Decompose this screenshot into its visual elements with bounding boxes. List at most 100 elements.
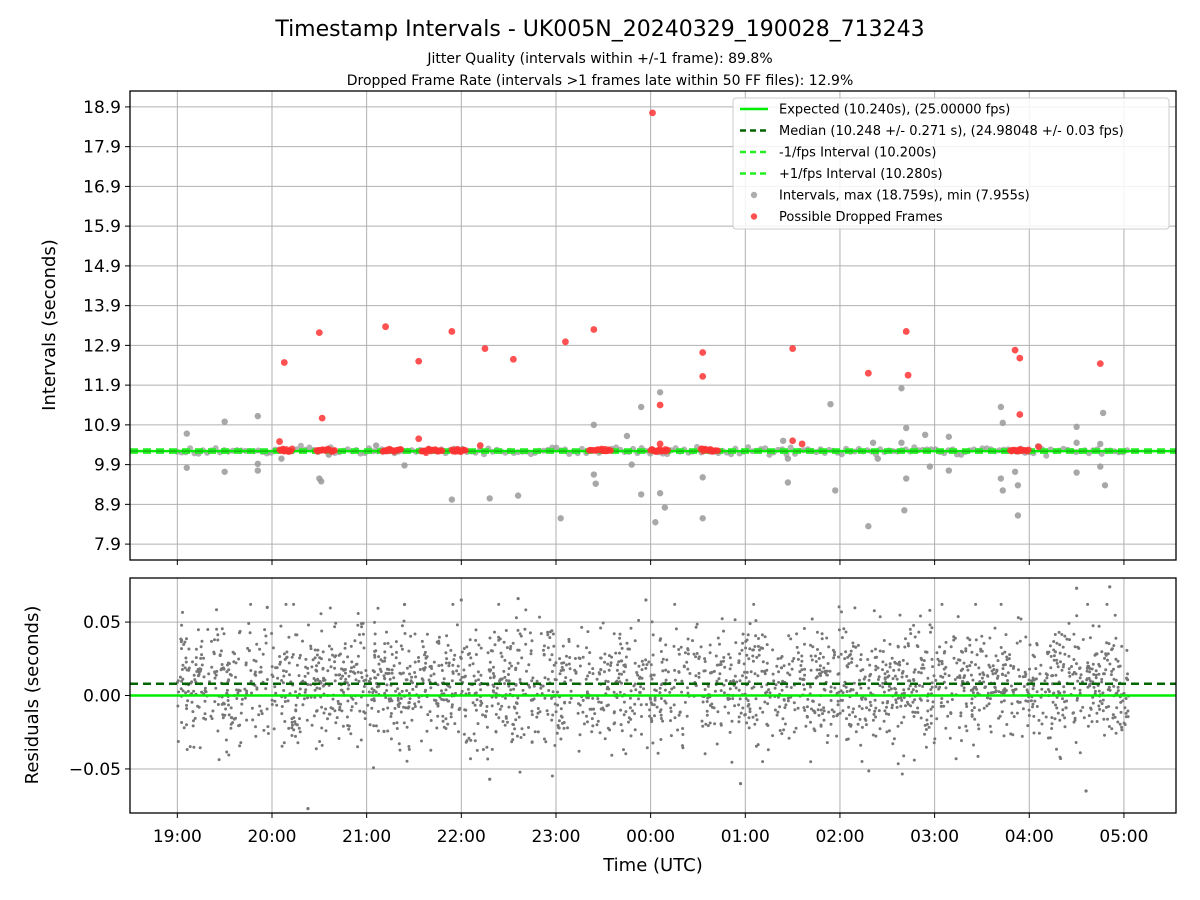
residual-point — [612, 722, 616, 726]
residual-point — [303, 674, 307, 678]
residual-point — [889, 687, 893, 691]
residual-point — [653, 688, 657, 692]
residual-point — [953, 678, 957, 681]
residual-point — [262, 728, 266, 732]
residual-point — [659, 713, 663, 717]
residual-point — [514, 668, 518, 672]
residual-point — [799, 664, 803, 667]
residual-point — [878, 727, 882, 731]
residual-point — [719, 689, 723, 693]
residual-point — [255, 642, 259, 646]
residual-point — [280, 712, 284, 716]
residual-point — [966, 668, 970, 672]
intervals-ticks: 7.98.99.910.911.912.913.914.915.916.917.… — [83, 98, 1125, 565]
residual-point — [683, 700, 687, 704]
residual-point — [404, 706, 408, 710]
residual-point — [390, 652, 394, 656]
residual-point — [237, 688, 241, 692]
residual-point — [515, 734, 519, 738]
residual-point — [988, 636, 992, 640]
residual-point — [640, 732, 643, 736]
residual-point — [510, 732, 514, 736]
residual-point — [191, 724, 195, 728]
residual-point — [399, 697, 403, 700]
residual-point — [244, 663, 248, 667]
residual-point — [517, 715, 521, 719]
residual-point — [474, 638, 478, 642]
residual-point — [845, 738, 849, 742]
residual-point — [881, 668, 884, 672]
residual-point — [217, 758, 221, 762]
residual-point — [800, 654, 804, 658]
residual-point — [894, 698, 898, 702]
interval-point — [254, 467, 261, 474]
residual-point — [1035, 690, 1039, 694]
residual-point — [1120, 644, 1124, 648]
residual-point — [1078, 676, 1082, 680]
residual-point — [874, 647, 877, 651]
residual-point — [792, 657, 796, 660]
residual-point — [1049, 654, 1053, 658]
residual-point — [745, 638, 749, 642]
residual-point — [477, 678, 480, 682]
residual-point — [494, 712, 498, 716]
residual-point — [525, 669, 528, 673]
residual-point — [756, 644, 760, 648]
residual-point — [276, 676, 280, 680]
residual-point — [467, 691, 471, 695]
residual-point — [814, 654, 817, 658]
residual-point — [535, 679, 539, 683]
residual-point — [511, 641, 515, 645]
residual-point — [991, 672, 995, 676]
residual-point — [419, 705, 423, 709]
residual-point — [501, 720, 505, 723]
residual-point — [468, 638, 472, 642]
residual-point — [1106, 688, 1110, 692]
residual-point — [737, 720, 741, 724]
residual-point — [588, 671, 591, 674]
residual-point — [270, 665, 274, 669]
residual-point — [518, 632, 522, 636]
residual-point — [1061, 708, 1065, 712]
residual-point — [459, 598, 463, 602]
residual-point — [622, 713, 626, 717]
residual-point — [887, 674, 891, 678]
residual-point — [192, 689, 196, 693]
residual-point — [446, 684, 450, 688]
residual-point — [381, 707, 385, 711]
residual-point — [411, 681, 414, 685]
residual-point — [215, 627, 219, 631]
residual-point — [484, 715, 488, 719]
residual-point — [624, 665, 627, 669]
residual-point — [359, 671, 363, 675]
residual-point — [825, 741, 829, 745]
residual-point — [682, 664, 686, 668]
residual-point — [949, 645, 953, 649]
residual-point — [920, 658, 924, 662]
residual-point — [673, 602, 677, 606]
residual-point — [333, 679, 337, 683]
residual-point — [232, 717, 236, 721]
residual-point — [855, 691, 859, 695]
residual-point — [1010, 702, 1014, 706]
residual-point — [199, 645, 203, 649]
residual-point — [429, 748, 433, 752]
residual-point — [1027, 678, 1031, 682]
residual-point — [506, 720, 509, 724]
residual-point — [697, 671, 701, 675]
residual-point — [424, 661, 428, 665]
residual-point — [763, 700, 767, 704]
residual-point — [1063, 716, 1067, 720]
residual-point — [333, 625, 337, 629]
residual-point — [347, 727, 351, 731]
residual-point — [840, 636, 844, 640]
residual-point — [523, 627, 527, 631]
residual-point — [942, 704, 946, 708]
residual-point — [940, 602, 944, 606]
residual-point — [1090, 667, 1094, 671]
residual-point — [202, 675, 206, 679]
residual-point — [485, 709, 488, 713]
residual-point — [392, 664, 396, 668]
residual-point — [645, 663, 649, 667]
residual-point — [692, 652, 696, 656]
